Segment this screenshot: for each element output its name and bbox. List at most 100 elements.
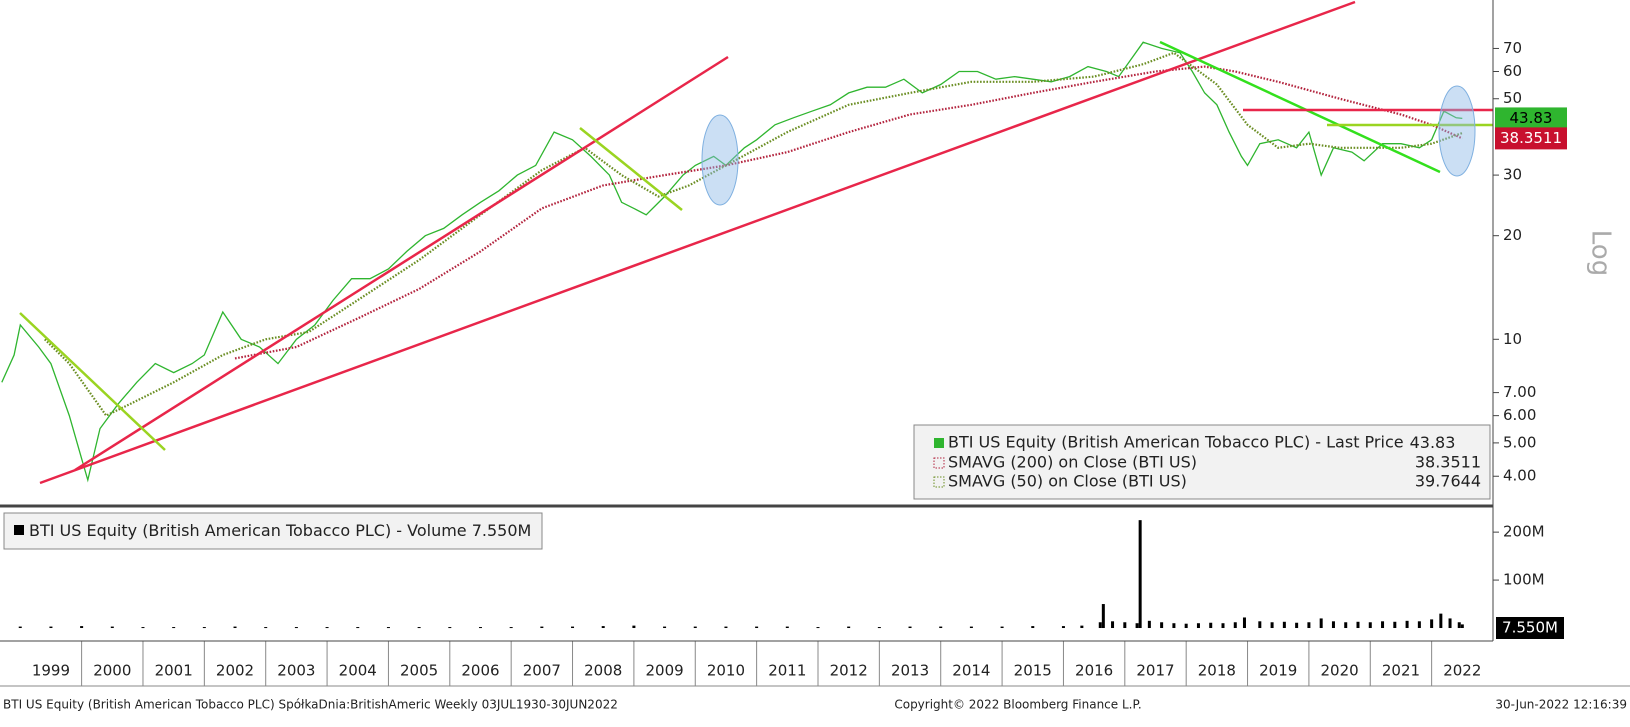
volume-bar bbox=[939, 626, 943, 629]
x-tick-label: 2006 bbox=[461, 662, 499, 680]
y-tick-label: 30 bbox=[1503, 166, 1522, 184]
legend-swatch bbox=[933, 457, 945, 469]
volume-bar bbox=[172, 627, 176, 629]
volume-bar bbox=[18, 626, 22, 629]
volume-bar bbox=[1270, 622, 1274, 629]
annotations bbox=[19, 0, 1493, 485]
volume-bar bbox=[1448, 618, 1452, 629]
x-tick-label: 2020 bbox=[1320, 662, 1358, 680]
x-tick-label: 2001 bbox=[155, 662, 193, 680]
volume-bar bbox=[1307, 622, 1311, 629]
highlight bbox=[701, 114, 739, 206]
y-tick-label: 20 bbox=[1503, 226, 1522, 244]
x-tick-label: 1999 bbox=[32, 662, 70, 680]
volume-bar bbox=[847, 626, 851, 629]
y-axis-label: Log bbox=[1586, 230, 1616, 276]
legend-value: 7.550M bbox=[472, 521, 532, 540]
y-tick-label: 6.00 bbox=[1503, 406, 1536, 424]
volume-bar bbox=[110, 626, 114, 629]
volume-bar bbox=[601, 626, 605, 629]
y-tick-label: 50 bbox=[1503, 89, 1522, 107]
volume-bar bbox=[1196, 623, 1200, 629]
x-tick-label: 2007 bbox=[523, 662, 561, 680]
volume-tag bbox=[1496, 617, 1564, 639]
volume-bar bbox=[1368, 622, 1372, 629]
volume-bar bbox=[1184, 623, 1188, 629]
volume-bar bbox=[1381, 621, 1385, 629]
volume-bar bbox=[755, 626, 759, 629]
series-line bbox=[1, 41, 1463, 483]
volume-bar bbox=[571, 626, 575, 629]
x-tick-label: 2010 bbox=[707, 662, 745, 680]
volume-bar bbox=[1233, 622, 1237, 629]
x-tick-label: 2017 bbox=[1136, 662, 1174, 680]
legend-label: SMAVG (50) on Close (BTI US) bbox=[948, 472, 1187, 491]
x-tick-label: 2000 bbox=[93, 662, 131, 680]
volume-bar bbox=[478, 627, 482, 629]
trend-line bbox=[579, 127, 683, 211]
volume-bar bbox=[356, 627, 360, 629]
trend-line bbox=[39, 0, 1356, 485]
volume-bar bbox=[877, 627, 881, 629]
volume-bar bbox=[80, 626, 84, 629]
x-tick-label: 2014 bbox=[952, 662, 990, 680]
volume-bar bbox=[1242, 617, 1246, 629]
y-tick-label: 70 bbox=[1503, 39, 1522, 57]
volume-bar bbox=[1405, 620, 1409, 629]
volume-bar bbox=[1138, 520, 1142, 629]
volume-bar bbox=[1000, 626, 1004, 629]
volume-bar bbox=[1031, 626, 1035, 629]
volume-bar bbox=[1331, 621, 1335, 629]
volume-bar bbox=[294, 627, 298, 629]
legend-value: 38.3511 bbox=[1415, 453, 1481, 472]
volume-bar bbox=[540, 626, 544, 629]
volume-bar bbox=[1282, 621, 1286, 629]
legend-items: BTI US Equity (British American Tobacco … bbox=[933, 433, 1481, 491]
volume-bar bbox=[1160, 622, 1164, 629]
volume-bar bbox=[1393, 621, 1397, 629]
volume-bar bbox=[1319, 618, 1323, 629]
volume-bar bbox=[693, 626, 697, 629]
volume-bar bbox=[1356, 621, 1360, 629]
x-tick-label: 2003 bbox=[277, 662, 315, 680]
y-tick-label: 7.00 bbox=[1503, 383, 1536, 401]
volume-bar bbox=[785, 626, 789, 629]
legend bbox=[913, 424, 1491, 500]
volume-bar bbox=[1295, 622, 1299, 629]
legend-swatch bbox=[934, 438, 944, 448]
footer-left: BTI US Equity (British American Tobacco … bbox=[3, 698, 618, 712]
volume-bar bbox=[1221, 623, 1225, 629]
legend-swatch bbox=[933, 476, 945, 488]
volume-bar bbox=[1111, 621, 1115, 629]
volume-bar bbox=[632, 625, 636, 629]
price-tag bbox=[1495, 127, 1567, 150]
y-tick-label: 10 bbox=[1503, 330, 1522, 348]
legend-label: SMAVG (200) on Close (BTI US) bbox=[948, 453, 1197, 472]
x-tick-label: 2016 bbox=[1075, 662, 1113, 680]
price-tag-text: 38.3511 bbox=[1500, 129, 1562, 147]
volume-bar bbox=[1098, 622, 1102, 629]
volume-bar bbox=[417, 627, 421, 629]
x-tick-label: 2021 bbox=[1382, 662, 1420, 680]
x-tick-label: 2015 bbox=[1014, 662, 1052, 680]
volume-bar bbox=[1172, 623, 1176, 629]
volume-bar bbox=[908, 626, 912, 629]
legend-swatch bbox=[14, 525, 24, 535]
x-tick-label: 2018 bbox=[1198, 662, 1236, 680]
volume-bar bbox=[1061, 626, 1065, 629]
trend-line bbox=[74, 55, 729, 472]
volume-bar bbox=[816, 627, 820, 629]
x-tick-label: 2008 bbox=[584, 662, 622, 680]
y-tick-label: 100M bbox=[1503, 571, 1545, 589]
volume-bar bbox=[1147, 620, 1151, 629]
volume-tag-text: 7.550M bbox=[1502, 619, 1558, 637]
volume-bar bbox=[509, 627, 513, 629]
volume-bar bbox=[1209, 622, 1213, 629]
series-line bbox=[44, 51, 1463, 417]
highlight bbox=[1438, 85, 1476, 177]
volume-bar bbox=[1258, 621, 1262, 629]
series-line bbox=[234, 65, 1463, 360]
volume-bar bbox=[1101, 604, 1105, 629]
x-tick-label: 2019 bbox=[1259, 662, 1297, 680]
